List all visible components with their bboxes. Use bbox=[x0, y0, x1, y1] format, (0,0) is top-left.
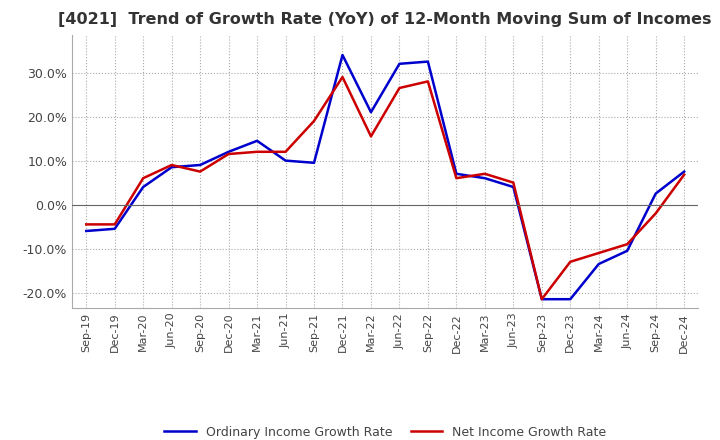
Ordinary Income Growth Rate bbox=[282, 158, 290, 163]
Ordinary Income Growth Rate bbox=[480, 176, 489, 181]
Legend: Ordinary Income Growth Rate, Net Income Growth Rate: Ordinary Income Growth Rate, Net Income … bbox=[159, 421, 611, 440]
Net Income Growth Rate bbox=[566, 259, 575, 264]
Ordinary Income Growth Rate bbox=[537, 297, 546, 302]
Ordinary Income Growth Rate bbox=[623, 248, 631, 253]
Net Income Growth Rate bbox=[110, 222, 119, 227]
Net Income Growth Rate bbox=[196, 169, 204, 174]
Ordinary Income Growth Rate bbox=[225, 149, 233, 154]
Net Income Growth Rate bbox=[338, 74, 347, 80]
Ordinary Income Growth Rate bbox=[196, 162, 204, 168]
Net Income Growth Rate bbox=[310, 118, 318, 124]
Net Income Growth Rate bbox=[537, 297, 546, 302]
Net Income Growth Rate bbox=[480, 171, 489, 176]
Line: Ordinary Income Growth Rate: Ordinary Income Growth Rate bbox=[86, 55, 684, 299]
Net Income Growth Rate bbox=[595, 250, 603, 256]
Ordinary Income Growth Rate bbox=[595, 261, 603, 267]
Net Income Growth Rate bbox=[423, 79, 432, 84]
Net Income Growth Rate bbox=[452, 176, 461, 181]
Net Income Growth Rate bbox=[282, 149, 290, 154]
Ordinary Income Growth Rate bbox=[423, 59, 432, 64]
Ordinary Income Growth Rate bbox=[395, 61, 404, 66]
Ordinary Income Growth Rate bbox=[366, 110, 375, 115]
Ordinary Income Growth Rate bbox=[452, 171, 461, 176]
Net Income Growth Rate bbox=[366, 134, 375, 139]
Ordinary Income Growth Rate bbox=[680, 169, 688, 174]
Ordinary Income Growth Rate bbox=[652, 191, 660, 196]
Ordinary Income Growth Rate bbox=[139, 184, 148, 190]
Net Income Growth Rate bbox=[680, 172, 688, 177]
Net Income Growth Rate bbox=[139, 176, 148, 181]
Net Income Growth Rate bbox=[652, 211, 660, 216]
Ordinary Income Growth Rate bbox=[110, 226, 119, 231]
Net Income Growth Rate bbox=[225, 151, 233, 157]
Net Income Growth Rate bbox=[82, 222, 91, 227]
Ordinary Income Growth Rate bbox=[509, 184, 518, 190]
Ordinary Income Growth Rate bbox=[253, 138, 261, 143]
Net Income Growth Rate bbox=[253, 149, 261, 154]
Ordinary Income Growth Rate bbox=[566, 297, 575, 302]
Line: Net Income Growth Rate: Net Income Growth Rate bbox=[86, 77, 684, 299]
Ordinary Income Growth Rate bbox=[338, 52, 347, 58]
Ordinary Income Growth Rate bbox=[167, 165, 176, 170]
Ordinary Income Growth Rate bbox=[310, 160, 318, 165]
Net Income Growth Rate bbox=[509, 180, 518, 185]
Net Income Growth Rate bbox=[395, 85, 404, 91]
Ordinary Income Growth Rate bbox=[82, 228, 91, 234]
Net Income Growth Rate bbox=[167, 162, 176, 168]
Title: [4021]  Trend of Growth Rate (YoY) of 12-Month Moving Sum of Incomes: [4021] Trend of Growth Rate (YoY) of 12-… bbox=[58, 12, 712, 27]
Net Income Growth Rate bbox=[623, 242, 631, 247]
